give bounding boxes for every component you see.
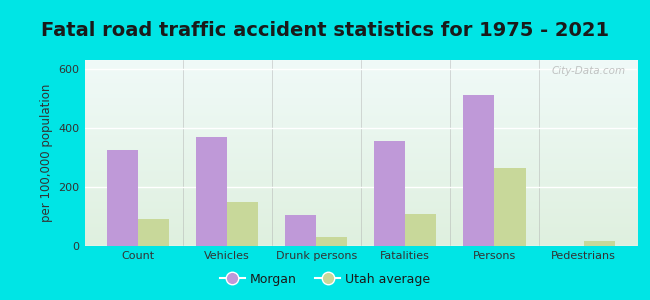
Y-axis label: per 100,000 population: per 100,000 population: [40, 84, 53, 222]
Bar: [463, 95, 495, 246]
Bar: [584, 241, 615, 246]
Text: City-Data.com: City-Data.com: [552, 66, 626, 76]
Bar: [285, 215, 316, 246]
Bar: [138, 219, 169, 246]
Bar: [374, 141, 406, 246]
Bar: [495, 168, 526, 246]
Bar: [316, 237, 347, 246]
Bar: [196, 137, 227, 246]
Text: Fatal road traffic accident statistics for 1975 - 2021: Fatal road traffic accident statistics f…: [41, 21, 609, 40]
Legend: Morgan, Utah average: Morgan, Utah average: [214, 268, 436, 291]
Bar: [227, 202, 258, 246]
Bar: [107, 150, 138, 246]
Bar: [406, 214, 437, 246]
